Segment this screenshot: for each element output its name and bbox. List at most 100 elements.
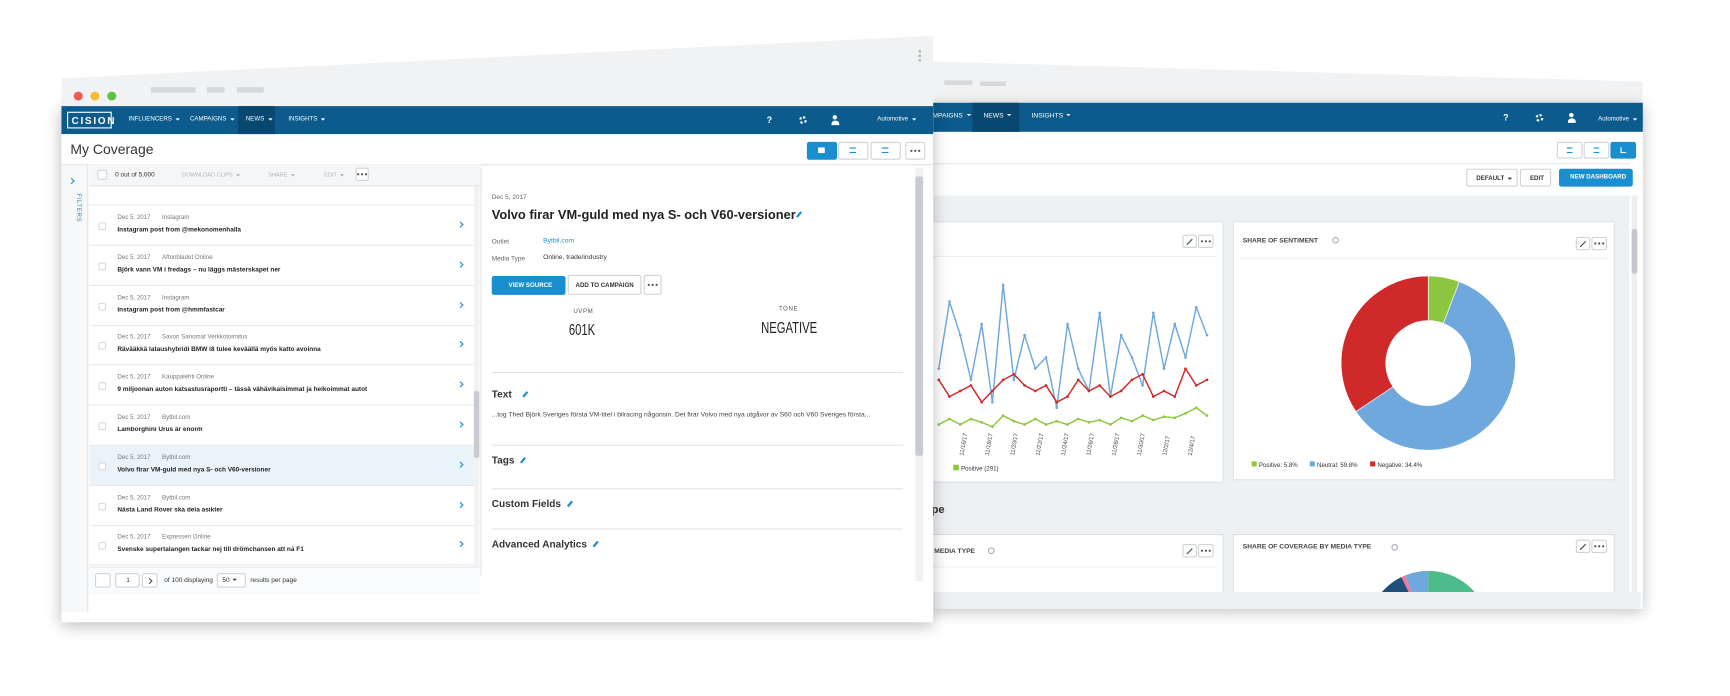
select-all-checkbox[interactable] (97, 169, 108, 180)
row-checkbox[interactable] (98, 382, 107, 391)
browser-menu[interactable] (918, 50, 921, 53)
help-icon[interactable]: ? (1503, 112, 1509, 123)
legend-swatch (1251, 461, 1257, 467)
line-point (1033, 389, 1037, 393)
view-toggle-icon (881, 147, 889, 154)
line-point (1119, 389, 1123, 393)
line-point (1066, 322, 1069, 326)
detail-more-icon (651, 283, 654, 286)
media-donut (1381, 570, 1475, 593)
edit-button[interactable]: EDIT (1519, 168, 1552, 187)
per-page-select[interactable]: 50 (216, 573, 246, 588)
settings-icon[interactable] (1535, 113, 1544, 122)
browser-chrome (61, 35, 934, 108)
list-row[interactable] (89, 366, 474, 406)
nav-item[interactable]: INFLUENCERS (129, 116, 180, 123)
list-row[interactable] (89, 486, 474, 526)
help-icon[interactable]: ? (766, 115, 773, 126)
row-checkbox[interactable] (98, 542, 107, 551)
profile-icon-head[interactable] (1569, 112, 1574, 118)
line-series (938, 284, 1208, 409)
line-point (1012, 378, 1016, 382)
browser-chrome (933, 61, 1643, 104)
share-button[interactable]: SHARE (268, 172, 295, 179)
row-checkbox[interactable] (98, 302, 107, 311)
nav-item[interactable]: NEWS (246, 116, 272, 123)
detail-scrollbar-thumb (915, 176, 924, 456)
line-point (1173, 322, 1177, 326)
view-toggle[interactable] (1583, 141, 1610, 159)
row-outlet: Kauppalehti Online (162, 374, 214, 382)
more-icon (1598, 545, 1601, 548)
page-input[interactable]: 1 (115, 573, 140, 588)
line-point (937, 423, 941, 426)
section-heading[interactable]: Custom Fields (491, 498, 562, 510)
section-heading[interactable]: Tags (491, 454, 515, 466)
line-point (1151, 418, 1155, 422)
default-button[interactable]: DEFAULT (1466, 168, 1518, 187)
line-point (1184, 367, 1187, 371)
row-checkbox[interactable] (98, 262, 107, 271)
nav-item[interactable]: CAMPAIGNS (923, 113, 971, 120)
selected-count: 0 out of 5,000 (115, 172, 155, 179)
list-row[interactable] (89, 526, 474, 566)
section-heading[interactable]: Advanced Analytics (491, 538, 587, 550)
new-dashboard-button[interactable]: NEW DASHBOARD (1559, 168, 1633, 187)
window-control[interactable] (90, 91, 100, 101)
card-divider (933, 566, 1216, 568)
window-control[interactable] (107, 91, 117, 101)
view-toggle[interactable] (870, 141, 901, 160)
outlet-value[interactable]: Bytbil.com (543, 237, 575, 245)
nav-item[interactable]: INSIGHTS (288, 116, 325, 123)
donut-slice (1355, 281, 1516, 451)
row-checkbox[interactable] (98, 422, 107, 431)
nav-item[interactable]: CAMPAIGNS (190, 116, 234, 123)
nav-item[interactable]: NEWS (983, 113, 1011, 120)
edit-button[interactable]: EDIT (324, 172, 345, 179)
account-menu[interactable]: Automotive (1598, 116, 1637, 123)
media-type-label: Media Type (491, 255, 526, 263)
view-source-button[interactable]: VIEW SOURCE (491, 275, 566, 295)
filters-sidebar (61, 165, 89, 613)
window-control[interactable] (73, 91, 83, 101)
x-tick-label: 11/30/17 (1137, 433, 1147, 456)
row-checkbox[interactable] (98, 222, 107, 231)
list-row[interactable] (89, 406, 474, 446)
line-point (1173, 395, 1177, 398)
donut-slice (1340, 275, 1429, 413)
profile-icon-head[interactable] (832, 115, 838, 120)
line-point (1205, 333, 1209, 337)
line-point (1130, 419, 1134, 423)
settings-icon[interactable] (799, 116, 807, 125)
view-toggle[interactable] (1556, 141, 1583, 159)
row-checkbox[interactable] (98, 342, 107, 351)
card-divider (1240, 258, 1608, 260)
row-checkbox[interactable] (98, 502, 107, 511)
view-toggle[interactable] (838, 141, 869, 160)
line-point (1162, 367, 1166, 371)
list-row[interactable] (89, 286, 474, 326)
toolbar-more-icon (360, 173, 364, 176)
nav-item[interactable]: INSIGHTS (1032, 113, 1071, 120)
row-checkbox[interactable] (98, 462, 107, 471)
add-to-campaign-button[interactable]: ADD TO CAMPAIGN (567, 274, 642, 295)
list-row[interactable] (89, 326, 474, 366)
next-page[interactable] (141, 573, 158, 588)
list-row[interactable] (89, 206, 474, 246)
line-point (948, 300, 951, 303)
prev-page[interactable] (94, 573, 111, 588)
uvpm-value: 601K (568, 320, 596, 339)
view-toggle-icon (818, 147, 825, 154)
download-button[interactable]: DOWNLOAD CLIPS (182, 172, 240, 179)
line-point (1194, 384, 1198, 387)
filters-label[interactable]: FILTERS (74, 193, 82, 223)
list-row[interactable] (89, 445, 474, 486)
more-icon (914, 149, 917, 152)
list-row[interactable] (89, 246, 474, 286)
line-point (1001, 283, 1005, 287)
view-toggle[interactable] (1610, 141, 1637, 159)
row-headline: Instagram post from @mekonomenhalla (117, 226, 242, 234)
line-point (991, 400, 994, 404)
line-point (969, 384, 973, 387)
account-menu[interactable]: Automotive (877, 116, 916, 123)
